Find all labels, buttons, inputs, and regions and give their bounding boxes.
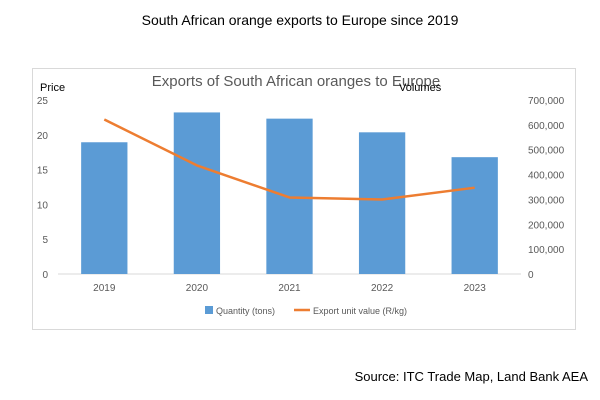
y-right-tick-label: 600,000: [528, 121, 565, 132]
y-right-tick-label: 300,000: [528, 195, 565, 206]
axes-group: 0 5 10 15 20 25 0 100,000 200,000 300,000 400,000 5…: [37, 96, 565, 294]
x-tick-label: 2022: [371, 283, 394, 294]
y-right-tick-label: 700,000: [528, 96, 565, 107]
bar-2019: [81, 142, 128, 274]
bar-2022: [358, 132, 406, 274]
line-group: [103, 118, 475, 201]
source-note: Source: ITC Trade Map, Land Bank AEA: [354, 369, 588, 384]
x-tick-label: 2019: [93, 283, 116, 294]
y-left-tick-label: 5: [42, 235, 48, 246]
legend: Quantity (tons) Export unit value (R/kg): [205, 306, 407, 316]
y-left-tick-label: 0: [42, 270, 48, 281]
page-heading: South African orange exports to Europe s…: [141, 12, 459, 28]
legend-label-price: Export unit value (R/kg): [313, 306, 407, 316]
x-tick-label: 2021: [278, 283, 301, 294]
y-left-label: Price: [40, 82, 65, 94]
y-left-tick-label: 20: [37, 131, 49, 142]
legend-label-quantity: Quantity (tons): [216, 306, 275, 316]
bar-2020: [173, 112, 221, 274]
y-left-tick-label: 15: [37, 166, 49, 177]
y-right-tick-label: 500,000: [528, 146, 565, 157]
y-right-tick-label: 100,000: [528, 245, 565, 256]
y-right-tick-label: 200,000: [528, 220, 565, 231]
y-right-tick-label: 400,000: [528, 171, 565, 182]
chart-frame: [32, 68, 576, 330]
x-tick-label: 2023: [464, 283, 487, 294]
x-tick-label: 2020: [186, 283, 209, 294]
bars-group: [81, 112, 498, 275]
legend-swatch-quantity: [205, 306, 213, 314]
bar-2023: [451, 157, 498, 274]
y-left-tick-label: 25: [37, 96, 49, 107]
y-left-tick-label: 10: [37, 200, 49, 211]
chart-title: Exports of South African oranges to Euro…: [152, 73, 441, 90]
y-right-label: Volumes: [399, 82, 442, 94]
y-right-tick-label: 0: [528, 270, 534, 281]
